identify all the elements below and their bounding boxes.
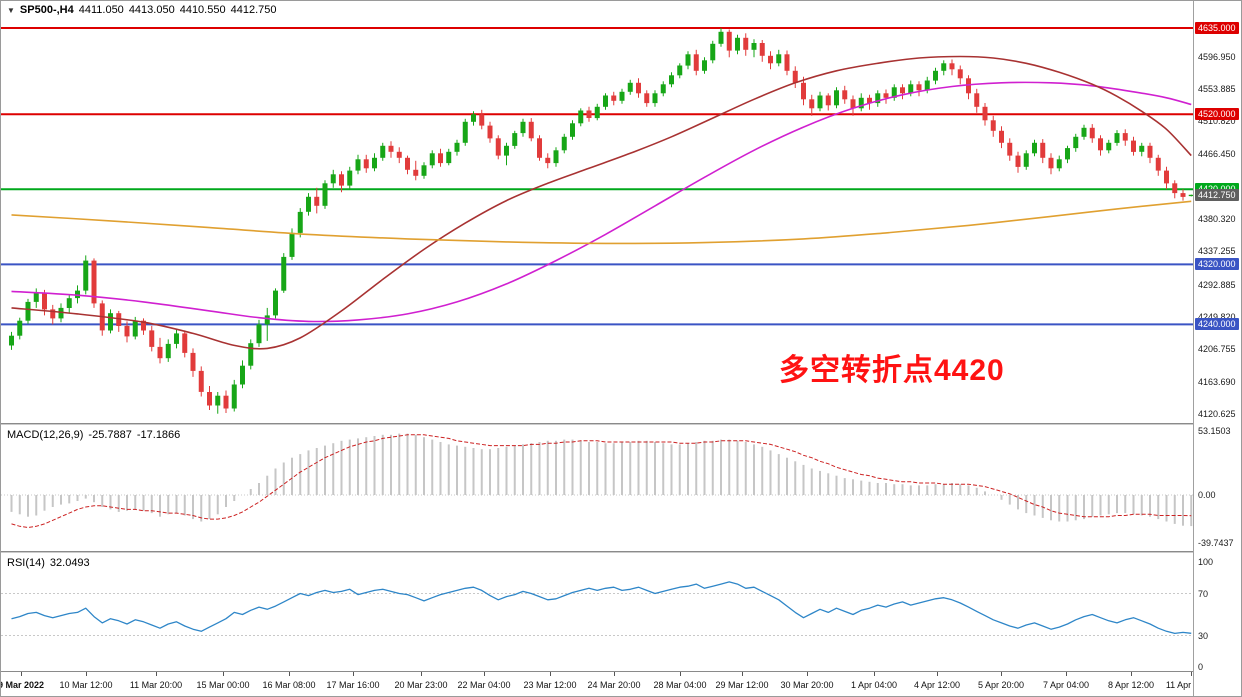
rsi-header: RSI(14) 32.0493 bbox=[7, 557, 95, 569]
time-axis-tick bbox=[353, 672, 354, 676]
time-axis-tick bbox=[421, 672, 422, 676]
price-axis-label: 4466.450 bbox=[1198, 149, 1236, 160]
time-axis-label: 11 Apr 20:00 bbox=[1165, 680, 1217, 690]
time-axis-tick bbox=[550, 672, 551, 676]
macd-header: MACD(12,26,9) -25.7887 -17.1866 bbox=[7, 429, 185, 441]
time-axis-label: 30 Mar 20:00 bbox=[780, 680, 834, 690]
time-axis-label: 22 Mar 04:00 bbox=[457, 680, 511, 690]
time-axis-label: 24 Mar 20:00 bbox=[587, 680, 641, 690]
time-axis-tick bbox=[1131, 672, 1132, 676]
time-axis-tick bbox=[1066, 672, 1067, 676]
price-level-badge: 4240.000 bbox=[1195, 318, 1239, 331]
time-axis-tick bbox=[1191, 672, 1192, 676]
rsi-panel[interactable]: RSI(14) 32.0493 bbox=[1, 554, 1193, 671]
time-axis-label: 23 Mar 12:00 bbox=[523, 680, 577, 690]
price-axis-label: 4510.820 bbox=[1198, 116, 1236, 127]
time-axis-label: 8 Apr 12:00 bbox=[1107, 680, 1155, 690]
macd-canvas[interactable] bbox=[1, 426, 1193, 550]
time-axis-label: 4 Apr 12:00 bbox=[913, 680, 961, 690]
rsi-value: 32.0493 bbox=[49, 557, 90, 569]
time-axis-tick bbox=[484, 672, 485, 676]
price-level-badge: 4635.000 bbox=[1195, 22, 1239, 34]
time-axis-tick bbox=[21, 672, 22, 676]
time-axis-tick bbox=[156, 672, 157, 676]
rsi-line bbox=[11, 581, 1192, 635]
rsi-label: RSI(14) bbox=[7, 557, 45, 569]
time-axis-label: 20 Mar 23:00 bbox=[394, 680, 448, 690]
ma-magenta bbox=[11, 81, 1192, 323]
time-axis-label: 5 Apr 20:00 bbox=[977, 680, 1025, 690]
price-axis-label: 4163.690 bbox=[1198, 376, 1236, 387]
rsi-axis-label: 30 bbox=[1198, 630, 1209, 641]
macd-label: MACD(12,26,9) bbox=[7, 429, 84, 441]
ohlc-close-value: 4412.750 bbox=[230, 4, 277, 16]
macd-signal-value: -17.1866 bbox=[136, 429, 181, 441]
time-axis-tick bbox=[937, 672, 938, 676]
price-level-badge: 4520.000 bbox=[1195, 108, 1239, 121]
time-axis-label: 11 Mar 20:00 bbox=[129, 680, 183, 690]
time-axis-label: 1 Apr 04:00 bbox=[850, 680, 898, 690]
price-axis-label: 4553.885 bbox=[1198, 83, 1236, 94]
time-axis-tick bbox=[86, 672, 87, 676]
price-level-badge: 4320.000 bbox=[1195, 258, 1239, 271]
price-axis-label: 4292.885 bbox=[1198, 279, 1236, 290]
macd-axis-label: 53.1503 bbox=[1198, 426, 1231, 436]
price-axis-label: 4249.820 bbox=[1198, 312, 1236, 323]
price-axis-label: 4206.755 bbox=[1198, 344, 1236, 355]
time-axis-tick bbox=[742, 672, 743, 676]
time-axis[interactable]: 9 Mar 2022 10 Mar 12:00 11 Mar 20:00 15 Mar… bbox=[0, 671, 1241, 696]
ohlc-high-value: 4413.050 bbox=[128, 4, 175, 16]
macd-signal-line bbox=[11, 434, 1192, 529]
price-axis-label: 4120.625 bbox=[1198, 409, 1236, 419]
price-chart-panel[interactable]: ▼ SP500-,H4 4411.050 4413.050 4410.550 4412.7… bbox=[1, 1, 1193, 422]
current-price-badge: 4412.750 bbox=[1195, 188, 1239, 201]
time-axis-tick bbox=[807, 672, 808, 676]
panel-separator[interactable] bbox=[1, 423, 1241, 425]
macd-panel[interactable]: MACD(12,26,9) -25.7887 -17.1866 bbox=[1, 426, 1193, 550]
panel-separator[interactable] bbox=[1, 551, 1241, 553]
time-axis-label: 17 Mar 16:00 bbox=[326, 680, 380, 690]
time-axis-label: 29 Mar 12:00 bbox=[715, 680, 769, 690]
time-axis-tick bbox=[614, 672, 615, 676]
price-axis-label: 4596.950 bbox=[1198, 51, 1236, 62]
symbol-timeframe-label: SP500-,H4 bbox=[19, 4, 74, 16]
time-axis-tick bbox=[874, 672, 875, 676]
rsi-axis-label: 70 bbox=[1198, 588, 1209, 599]
ohlc-open-value: 4411.050 bbox=[78, 4, 124, 16]
time-axis-label: 9 Mar 2022 bbox=[0, 680, 45, 690]
time-axis-tick bbox=[289, 672, 290, 676]
price-axis[interactable]: 4596.950 4553.885 4510.820 4466.450 4380.320… bbox=[1193, 1, 1241, 696]
price-axis-label: 4380.320 bbox=[1198, 214, 1236, 225]
rsi-canvas[interactable] bbox=[1, 554, 1193, 671]
macd-axis-label: -39.7437 bbox=[1198, 537, 1234, 548]
ohlc-low-value: 4410.550 bbox=[179, 4, 226, 16]
rsi-axis-label: 100 bbox=[1198, 557, 1214, 567]
time-axis-label: 10 Mar 12:00 bbox=[59, 680, 113, 690]
time-axis-tick bbox=[680, 672, 681, 676]
price-chart-canvas[interactable] bbox=[1, 1, 1193, 422]
chart-annotation-text: 多空转折点4420 bbox=[779, 354, 1005, 387]
macd-axis-label: 0.00 bbox=[1198, 490, 1216, 500]
time-axis-tick bbox=[1001, 672, 1002, 676]
ma-darkred bbox=[11, 55, 1192, 350]
time-axis-label: 15 Mar 00:00 bbox=[196, 680, 250, 690]
ma-orange bbox=[11, 200, 1192, 245]
rsi-axis-label: 0 bbox=[1198, 662, 1204, 672]
time-axis-tick bbox=[223, 672, 224, 676]
time-axis-label: 7 Apr 04:00 bbox=[1042, 680, 1090, 690]
symbol-marker-icon[interactable]: ▼ bbox=[7, 6, 15, 15]
macd-main-value: -25.7887 bbox=[88, 429, 132, 441]
price-axis-label: 4337.255 bbox=[1198, 246, 1236, 257]
time-axis-label: 28 Mar 04:00 bbox=[653, 680, 707, 690]
chart-header: ▼ SP500-,H4 4411.050 4413.050 4410.550 4412.7… bbox=[7, 4, 281, 16]
time-axis-label: 16 Mar 08:00 bbox=[262, 680, 316, 690]
